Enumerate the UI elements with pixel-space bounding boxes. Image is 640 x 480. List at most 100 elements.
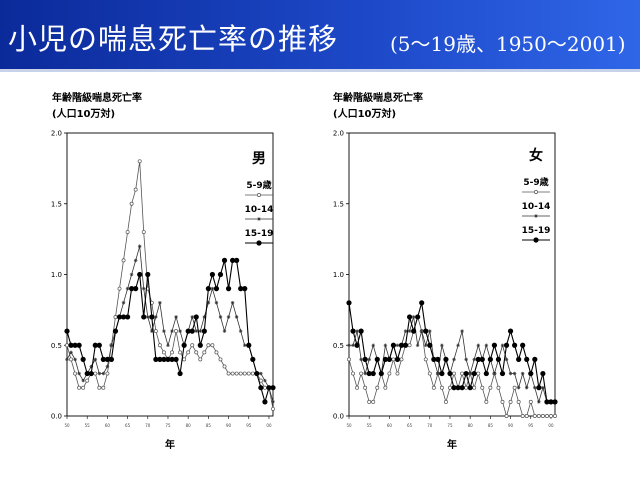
data-point: [492, 371, 497, 376]
ylabel-line2: (人口10万対): [333, 107, 396, 120]
data-point: [374, 356, 380, 362]
data-point: [541, 385, 545, 390]
data-point: [218, 315, 223, 319]
data-point: [149, 314, 155, 320]
data-point: [157, 343, 162, 348]
x-tick-label: 95: [246, 423, 252, 428]
data-point: [532, 414, 537, 418]
data-point: [480, 385, 485, 390]
data-point: [487, 356, 493, 362]
data-point: [201, 328, 207, 334]
slide-subtitle: (5〜19歳、1950〜2001): [390, 32, 626, 56]
panel-sex-label: 男: [252, 151, 266, 167]
y-tick-label: 2.0: [333, 130, 344, 138]
data-point: [213, 286, 220, 292]
data-point: [133, 258, 138, 263]
data-point: [121, 301, 126, 305]
slide-header: 小児の喘息死亡率の推移 (5〜19歳、1950〜2001): [0, 0, 640, 72]
data-point: [125, 286, 130, 291]
panel-sex-label: 女: [529, 147, 543, 164]
ylabel-line2: (人口10万対): [52, 107, 115, 120]
data-point: [84, 370, 90, 377]
x-tick-label: 80: [186, 423, 192, 428]
data-point: [137, 271, 143, 278]
data-point: [419, 329, 424, 333]
data-point: [162, 329, 166, 333]
data-point: [258, 378, 263, 383]
data-point: [170, 350, 174, 355]
data-point: [476, 371, 481, 376]
data-point: [153, 329, 158, 334]
data-point: [508, 371, 513, 376]
data-point: [210, 286, 215, 291]
data-point: [129, 286, 135, 292]
data-point: [411, 328, 417, 334]
data-point: [141, 286, 146, 291]
y-tick-label: 2.0: [51, 130, 62, 138]
data-point: [350, 328, 356, 334]
data-point: [443, 356, 449, 362]
data-point: [402, 342, 409, 348]
data-point: [96, 342, 102, 348]
data-point: [117, 286, 122, 291]
data-point: [528, 399, 533, 404]
data-point: [145, 315, 150, 319]
legend-label: 10-14: [245, 205, 274, 215]
data-point: [72, 342, 78, 348]
data-point: [165, 356, 171, 362]
data-point: [209, 271, 216, 278]
series-2: [65, 244, 275, 404]
data-point: [540, 414, 545, 418]
data-point: [270, 385, 276, 391]
data-point: [258, 385, 264, 391]
data-point: [259, 371, 263, 376]
data-point: [174, 329, 179, 334]
data-point: [198, 329, 203, 333]
data-point: [399, 357, 404, 362]
data-point: [464, 357, 468, 362]
series-line: [348, 302, 555, 403]
data-point: [484, 399, 489, 404]
data-point: [153, 356, 159, 362]
data-point: [496, 385, 501, 390]
data-point: [217, 271, 224, 278]
data-point: [65, 343, 69, 348]
data-point: [271, 406, 275, 411]
data-point: [440, 343, 444, 348]
data-point: [524, 356, 530, 362]
data-point: [93, 357, 98, 362]
data-point: [537, 400, 541, 404]
data-point: [206, 343, 211, 348]
data-point: [189, 328, 195, 334]
data-point: [346, 300, 352, 306]
legend-marker: [256, 240, 262, 246]
data-point: [254, 370, 260, 377]
x-tick-label: 85: [488, 423, 494, 428]
legend-label: 10-14: [522, 202, 551, 212]
legend-marker: [257, 217, 261, 221]
data-point: [406, 314, 413, 320]
data-point: [468, 371, 472, 376]
data-point: [109, 343, 114, 348]
data-point: [552, 399, 558, 405]
data-point: [234, 371, 239, 376]
legend: 女 5-9歳 10-14 15-19: [522, 147, 551, 243]
data-point: [133, 286, 139, 292]
data-point: [452, 357, 456, 362]
data-point: [371, 343, 376, 348]
data-point: [141, 230, 146, 234]
data-point: [178, 329, 182, 333]
x-tick-label: 70: [145, 423, 151, 428]
x-tick-label: 80: [468, 423, 474, 428]
data-point: [194, 350, 199, 355]
data-point: [472, 357, 477, 362]
x-tick-label: 65: [125, 423, 131, 428]
data-point: [157, 356, 163, 362]
data-point: [495, 356, 502, 362]
data-point: [427, 371, 432, 376]
data-point: [427, 329, 432, 333]
data-point: [205, 286, 211, 292]
data-point: [407, 343, 412, 348]
x-tick-label: 55: [367, 423, 373, 428]
